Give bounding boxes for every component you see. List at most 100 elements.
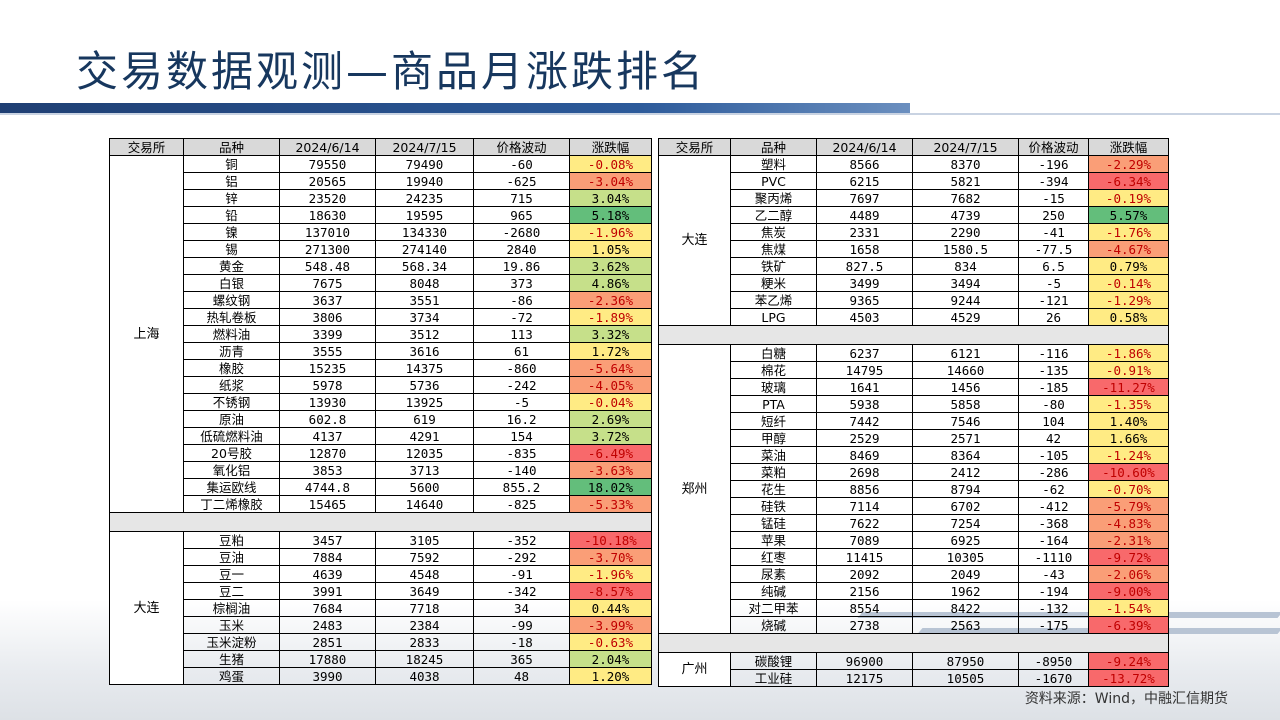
pct-cell: -2.29% bbox=[1088, 155, 1169, 173]
price-0715-cell: 8370 bbox=[912, 155, 1019, 173]
price-0715-cell: 5600 bbox=[375, 478, 474, 496]
pct-cell: -0.70% bbox=[1088, 480, 1169, 498]
table-row: 玉米 2483 2384 -99 -3.99% bbox=[110, 616, 652, 634]
price-0614-cell: 9365 bbox=[816, 291, 913, 309]
price-0715-cell: 14375 bbox=[375, 359, 474, 377]
table-row: 焦煤 1658 1580.5 -77.5 -4.67% bbox=[659, 240, 1169, 258]
variety-cell: 镍 bbox=[183, 223, 280, 241]
price-0715-cell: 7546 bbox=[912, 412, 1019, 430]
variety-cell: 豆油 bbox=[183, 548, 280, 566]
price-0614-cell: 8566 bbox=[816, 155, 913, 173]
variety-cell: 焦炭 bbox=[730, 223, 817, 241]
variety-cell: 玉米淀粉 bbox=[183, 633, 280, 651]
variety-cell: 工业硅 bbox=[730, 669, 817, 687]
price-0715-cell: 2412 bbox=[912, 463, 1019, 481]
price-0715-cell: 5821 bbox=[912, 172, 1019, 190]
variety-cell: 尿素 bbox=[730, 565, 817, 583]
price-0715-cell: 14660 bbox=[912, 361, 1019, 379]
variety-cell: 低硫燃料油 bbox=[183, 427, 280, 445]
pct-cell: -5.33% bbox=[569, 495, 652, 513]
change-cell: -164 bbox=[1018, 531, 1089, 549]
price-0715-cell: 3105 bbox=[375, 531, 474, 549]
pct-cell: 2.04% bbox=[569, 650, 652, 668]
table-row: 纸浆 5978 5736 -242 -4.05% bbox=[110, 376, 652, 394]
variety-cell: 菜油 bbox=[730, 446, 817, 464]
variety-cell: LPG bbox=[730, 308, 817, 326]
change-cell: -77.5 bbox=[1018, 240, 1089, 258]
table-row: 广州 碳酸锂 96900 87950 -8950 -9.24% bbox=[658, 652, 1169, 687]
variety-cell: 铜 bbox=[183, 155, 280, 173]
change-cell: 42 bbox=[1018, 429, 1089, 447]
price-0614-cell: 14795 bbox=[816, 361, 913, 379]
table-row: 棕榈油 7684 7718 34 0.44% bbox=[110, 599, 652, 617]
price-0715-cell: 7254 bbox=[912, 514, 1019, 532]
change-cell: 26 bbox=[1018, 308, 1089, 326]
pct-cell: -5.79% bbox=[1088, 497, 1169, 515]
right-commodity-table: 交易所 品种 2024/6/14 2024/7/15 价格波动 涨跌幅 大连 塑料… bbox=[658, 138, 1169, 687]
exchange-cell: 大连 bbox=[109, 531, 184, 685]
price-0614-cell: 5978 bbox=[279, 376, 376, 394]
price-0715-cell: 12035 bbox=[375, 444, 474, 462]
change-cell: -352 bbox=[473, 531, 570, 549]
price-0715-cell: 134330 bbox=[375, 223, 474, 241]
title-underline-thin bbox=[0, 113, 1280, 115]
table-row: 不锈钢 13930 13925 -5 -0.04% bbox=[110, 393, 652, 411]
price-0614-cell: 2529 bbox=[816, 429, 913, 447]
variety-cell: 对二甲苯 bbox=[730, 599, 817, 617]
change-cell: 6.5 bbox=[1018, 257, 1089, 275]
table-row: 上海铜 79550 79490 -60 -0.08% bbox=[109, 155, 652, 513]
header-change: 价格波动 bbox=[473, 138, 570, 156]
pct-cell: -1.29% bbox=[1088, 291, 1169, 309]
pct-cell: -2.36% bbox=[569, 291, 652, 309]
table-row: 乙二醇 4489 4739 250 5.57% bbox=[659, 206, 1169, 224]
variety-cell: 铁矿 bbox=[730, 257, 817, 275]
price-0614-cell: 6215 bbox=[816, 172, 913, 190]
pct-cell: -8.57% bbox=[569, 582, 652, 600]
change-cell: -292 bbox=[473, 548, 570, 566]
pct-cell: -6.34% bbox=[1088, 172, 1169, 190]
change-cell: -825 bbox=[473, 495, 570, 513]
pct-cell: -0.14% bbox=[1088, 274, 1169, 292]
price-0715-cell: 6925 bbox=[912, 531, 1019, 549]
price-0614-cell: 8469 bbox=[816, 446, 913, 464]
variety-cell: 螺纹钢 bbox=[183, 291, 280, 309]
price-0715-cell: 5736 bbox=[375, 376, 474, 394]
table-row: 丁二烯橡胶 15465 14640 -825 -5.33% bbox=[110, 495, 652, 513]
price-0614-cell: 8554 bbox=[816, 599, 913, 617]
table-row: 对二甲苯 8554 8422 -132 -1.54% bbox=[659, 599, 1169, 617]
price-0715-cell: 8422 bbox=[912, 599, 1019, 617]
change-cell: 855.2 bbox=[473, 478, 570, 496]
table-row: 苹果 7089 6925 -164 -2.31% bbox=[659, 531, 1169, 549]
price-0614-cell: 3637 bbox=[279, 291, 376, 309]
exchange-cell: 广州 bbox=[658, 652, 731, 687]
table-row: 螺纹钢 3637 3551 -86 -2.36% bbox=[110, 291, 652, 309]
price-0715-cell: 10505 bbox=[912, 669, 1019, 687]
price-0715-cell: 2049 bbox=[912, 565, 1019, 583]
price-0614-cell: 137010 bbox=[279, 223, 376, 241]
table-row: 短纤 7442 7546 104 1.40% bbox=[659, 412, 1169, 430]
variety-cell: 燃料油 bbox=[183, 325, 280, 343]
pct-cell: -3.70% bbox=[569, 548, 652, 566]
change-cell: 16.2 bbox=[473, 410, 570, 428]
price-0614-cell: 3990 bbox=[279, 667, 376, 685]
price-0614-cell: 4137 bbox=[279, 427, 376, 445]
price-0715-cell: 9244 bbox=[912, 291, 1019, 309]
pct-cell: -1.24% bbox=[1088, 446, 1169, 464]
exchange-cell: 郑州 bbox=[658, 344, 731, 634]
price-0715-cell: 4291 bbox=[375, 427, 474, 445]
variety-cell: 氧化铝 bbox=[183, 461, 280, 479]
page-title: 交易数据观测—商品月涨跌排名 bbox=[76, 47, 707, 96]
pct-cell: -0.04% bbox=[569, 393, 652, 411]
table-row: 菜粕 2698 2412 -286 -10.60% bbox=[659, 463, 1169, 481]
price-0614-cell: 602.8 bbox=[279, 410, 376, 428]
header-variety: 品种 bbox=[183, 138, 280, 156]
pct-cell: -3.04% bbox=[569, 172, 652, 190]
change-cell: -5 bbox=[1018, 274, 1089, 292]
table-row: 豆二 3991 3649 -342 -8.57% bbox=[110, 582, 652, 600]
price-0614-cell: 7089 bbox=[816, 531, 913, 549]
variety-cell: 硅铁 bbox=[730, 497, 817, 515]
price-0614-cell: 3991 bbox=[279, 582, 376, 600]
change-cell: 34 bbox=[473, 599, 570, 617]
price-0715-cell: 6121 bbox=[912, 344, 1019, 362]
pct-cell: -13.72% bbox=[1088, 669, 1169, 687]
